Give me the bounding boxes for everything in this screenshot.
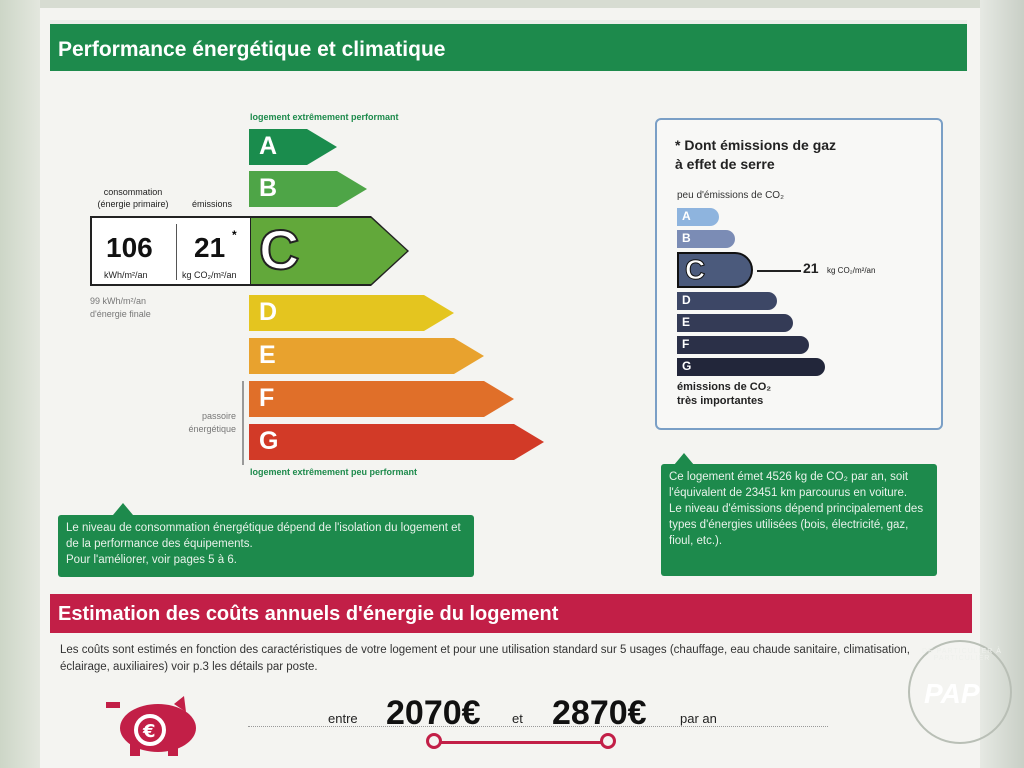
consumption-unit: kWh/m²/an bbox=[104, 270, 148, 280]
cost-range-high-marker bbox=[600, 733, 616, 749]
page-edge-left bbox=[0, 0, 40, 768]
emissions-unit: kg CO₂/m²/an bbox=[182, 270, 237, 280]
consumption-box: 106 kWh/m²/an 21 * kg CO₂/m²/an bbox=[90, 216, 250, 286]
ges-bar-f: F bbox=[677, 336, 809, 354]
callout-pointer-right bbox=[674, 453, 694, 465]
scale-bottom-caption: logement extrêmement peu performant bbox=[250, 467, 418, 477]
ges-value: 21 bbox=[803, 260, 819, 276]
svg-text:€: € bbox=[142, 721, 156, 742]
costs-explanation: Les coûts sont estimés en fonction des c… bbox=[60, 644, 911, 673]
ges-indicator-line bbox=[757, 270, 801, 272]
passoire-label: passoire énergétique bbox=[188, 411, 236, 434]
section-title-costs: Estimation des coûts annuels d'énergie d… bbox=[50, 594, 972, 633]
cost-and-word: et bbox=[512, 711, 523, 726]
section-title-performance: Performance énergétique et climatique bbox=[50, 20, 967, 71]
ges-unit: kg CO₂/m²/an bbox=[827, 266, 876, 275]
ges-callout: Ce logement émet 4526 kg de CO₂ par an, … bbox=[661, 464, 937, 576]
ges-bar-e: E bbox=[677, 314, 793, 332]
final-energy-note: 99 kWh/m²/an d'énergie finale bbox=[90, 296, 151, 319]
passoire-bracket bbox=[242, 381, 244, 465]
ges-bar-g: G bbox=[677, 358, 825, 376]
cost-range-low-marker bbox=[426, 733, 442, 749]
callout-pointer-left bbox=[113, 503, 133, 515]
class-bar-g: G bbox=[249, 424, 544, 460]
emissions-value: 21 bbox=[194, 232, 226, 263]
cost-high-value: 2870€ bbox=[552, 694, 647, 732]
pap-ring-text: DE PARTICULIER À PARTICULIER bbox=[922, 648, 1002, 662]
class-bar-f: F bbox=[249, 381, 514, 417]
pap-watermark-stamp: PAP DE PARTICULIER À PARTICULIER bbox=[908, 640, 1012, 744]
class-bar-e: E bbox=[249, 338, 484, 374]
cost-dotted-guide bbox=[248, 726, 828, 727]
ges-bar-c-current: C bbox=[677, 252, 753, 288]
ges-bar-d: D bbox=[677, 292, 777, 310]
cost-between-word: entre bbox=[328, 711, 358, 726]
class-bar-d: D bbox=[249, 295, 454, 331]
scale-top-caption: logement extrêmement performant bbox=[250, 112, 399, 122]
consumption-divider bbox=[176, 224, 177, 280]
ges-top-caption: peu d'émissions de CO₂ bbox=[677, 190, 784, 201]
consumption-label: consommation (énergie primaire) bbox=[97, 187, 169, 209]
ges-panel: * Dont émissions de gaz à effet de serre… bbox=[655, 118, 943, 430]
ges-title: * Dont émissions de gaz à effet de serre bbox=[675, 137, 837, 172]
cost-low-value: 2070€ bbox=[386, 694, 481, 732]
pap-logo-text: PAP bbox=[924, 678, 980, 709]
consumption-value: 106 bbox=[106, 232, 153, 263]
class-bar-c-current: C bbox=[249, 216, 409, 286]
page-edge-right bbox=[980, 0, 1024, 768]
ges-bottom-caption: émissions de CO₂ très importantes bbox=[677, 381, 772, 407]
cost-range-line bbox=[434, 741, 608, 744]
consumption-callout: Le niveau de consommation énergétique dé… bbox=[58, 515, 474, 577]
piggy-bank-icon: € bbox=[106, 696, 196, 756]
ges-bar-a: A bbox=[677, 208, 719, 226]
cost-per-year: par an bbox=[680, 711, 717, 726]
emissions-label: émissions bbox=[191, 199, 232, 209]
ges-bar-b: B bbox=[677, 230, 735, 248]
emissions-asterisk: * bbox=[232, 228, 237, 242]
